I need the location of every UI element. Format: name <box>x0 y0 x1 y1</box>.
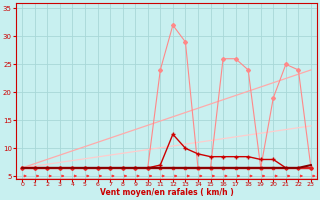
X-axis label: Vent moyen/en rafales ( km/h ): Vent moyen/en rafales ( km/h ) <box>100 188 234 197</box>
